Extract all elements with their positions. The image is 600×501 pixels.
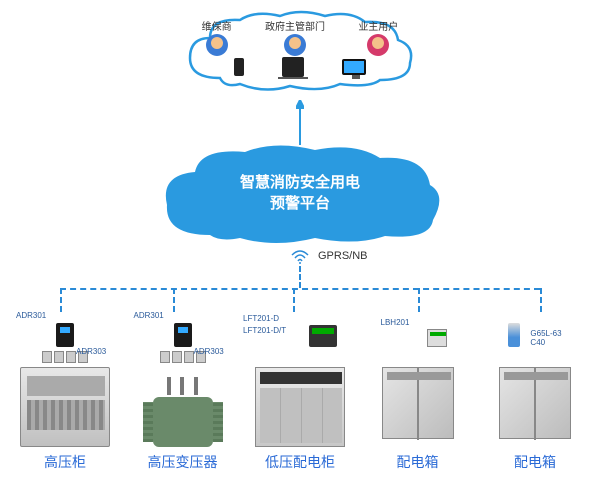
module-label: LFT201-D/T xyxy=(243,326,286,335)
adr-device-icon xyxy=(174,323,192,347)
drop-line xyxy=(173,288,175,312)
module-label: LBH201 xyxy=(381,318,410,327)
equipment-label: 配电箱 xyxy=(363,452,473,472)
user-label: 维保商 xyxy=(202,18,232,33)
phone-icon xyxy=(234,58,244,76)
horizontal-bus xyxy=(60,288,540,290)
user-row: 维保商 政府主管部门 业主用户 xyxy=(185,18,415,53)
module-label: LFT201-D xyxy=(243,314,279,323)
drop-line xyxy=(293,288,295,312)
client-devices xyxy=(215,52,385,82)
module-label: G65L-63 xyxy=(530,329,561,338)
drop-line xyxy=(540,288,542,312)
equipment-labels: 高压柜 高压变压器 低压配电柜 配电箱 配电箱 xyxy=(10,452,590,472)
laptop-icon xyxy=(282,57,304,77)
module-label: ADR301 xyxy=(134,311,164,320)
equipment-distbox-1 xyxy=(363,352,473,447)
platform-line2: 预警平台 xyxy=(195,193,405,214)
user-label: 业主用户 xyxy=(358,18,398,33)
equipment-transformer xyxy=(128,352,238,447)
equipment-label: 高压变压器 xyxy=(128,452,238,472)
platform-line1: 智慧消防安全用电 xyxy=(195,172,405,193)
drop-line xyxy=(418,288,420,312)
user-maintainer: 维保商 xyxy=(202,18,232,56)
equipment-distbox-2 xyxy=(480,352,590,447)
platform-title: 智慧消防安全用电 预警平台 xyxy=(195,172,405,214)
user-owner: 业主用户 xyxy=(358,18,398,56)
lv-cabinet-icon xyxy=(255,367,345,447)
equipment-label: 高压柜 xyxy=(10,452,120,472)
lft-device-icon xyxy=(309,325,337,347)
comm-label: GPRS/NB xyxy=(318,250,368,262)
wifi-icon xyxy=(291,250,309,264)
equipment-label: 低压配电柜 xyxy=(245,452,355,472)
breaker-icon xyxy=(508,323,520,347)
drop-line xyxy=(60,288,62,312)
module-label: ADR301 xyxy=(16,311,46,320)
equipment-label: 配电箱 xyxy=(480,452,590,472)
equipment-row xyxy=(10,352,590,447)
distribution-box-icon xyxy=(382,367,454,439)
trunk-line xyxy=(299,266,301,288)
upload-arrow-icon xyxy=(296,100,304,145)
equipment-lv-cabinet xyxy=(245,352,355,447)
user-label: 政府主管部门 xyxy=(265,18,325,33)
lbh-device-icon xyxy=(427,329,447,347)
user-gov: 政府主管部门 xyxy=(265,18,325,56)
distribution-box-icon xyxy=(499,367,571,439)
module-label: C40 xyxy=(530,338,561,347)
transformer-icon xyxy=(138,367,228,447)
hv-cabinet-icon xyxy=(20,367,110,447)
monitor-icon xyxy=(342,59,366,75)
equipment-hv-cabinet xyxy=(10,352,120,447)
adr-device-icon xyxy=(56,323,74,347)
